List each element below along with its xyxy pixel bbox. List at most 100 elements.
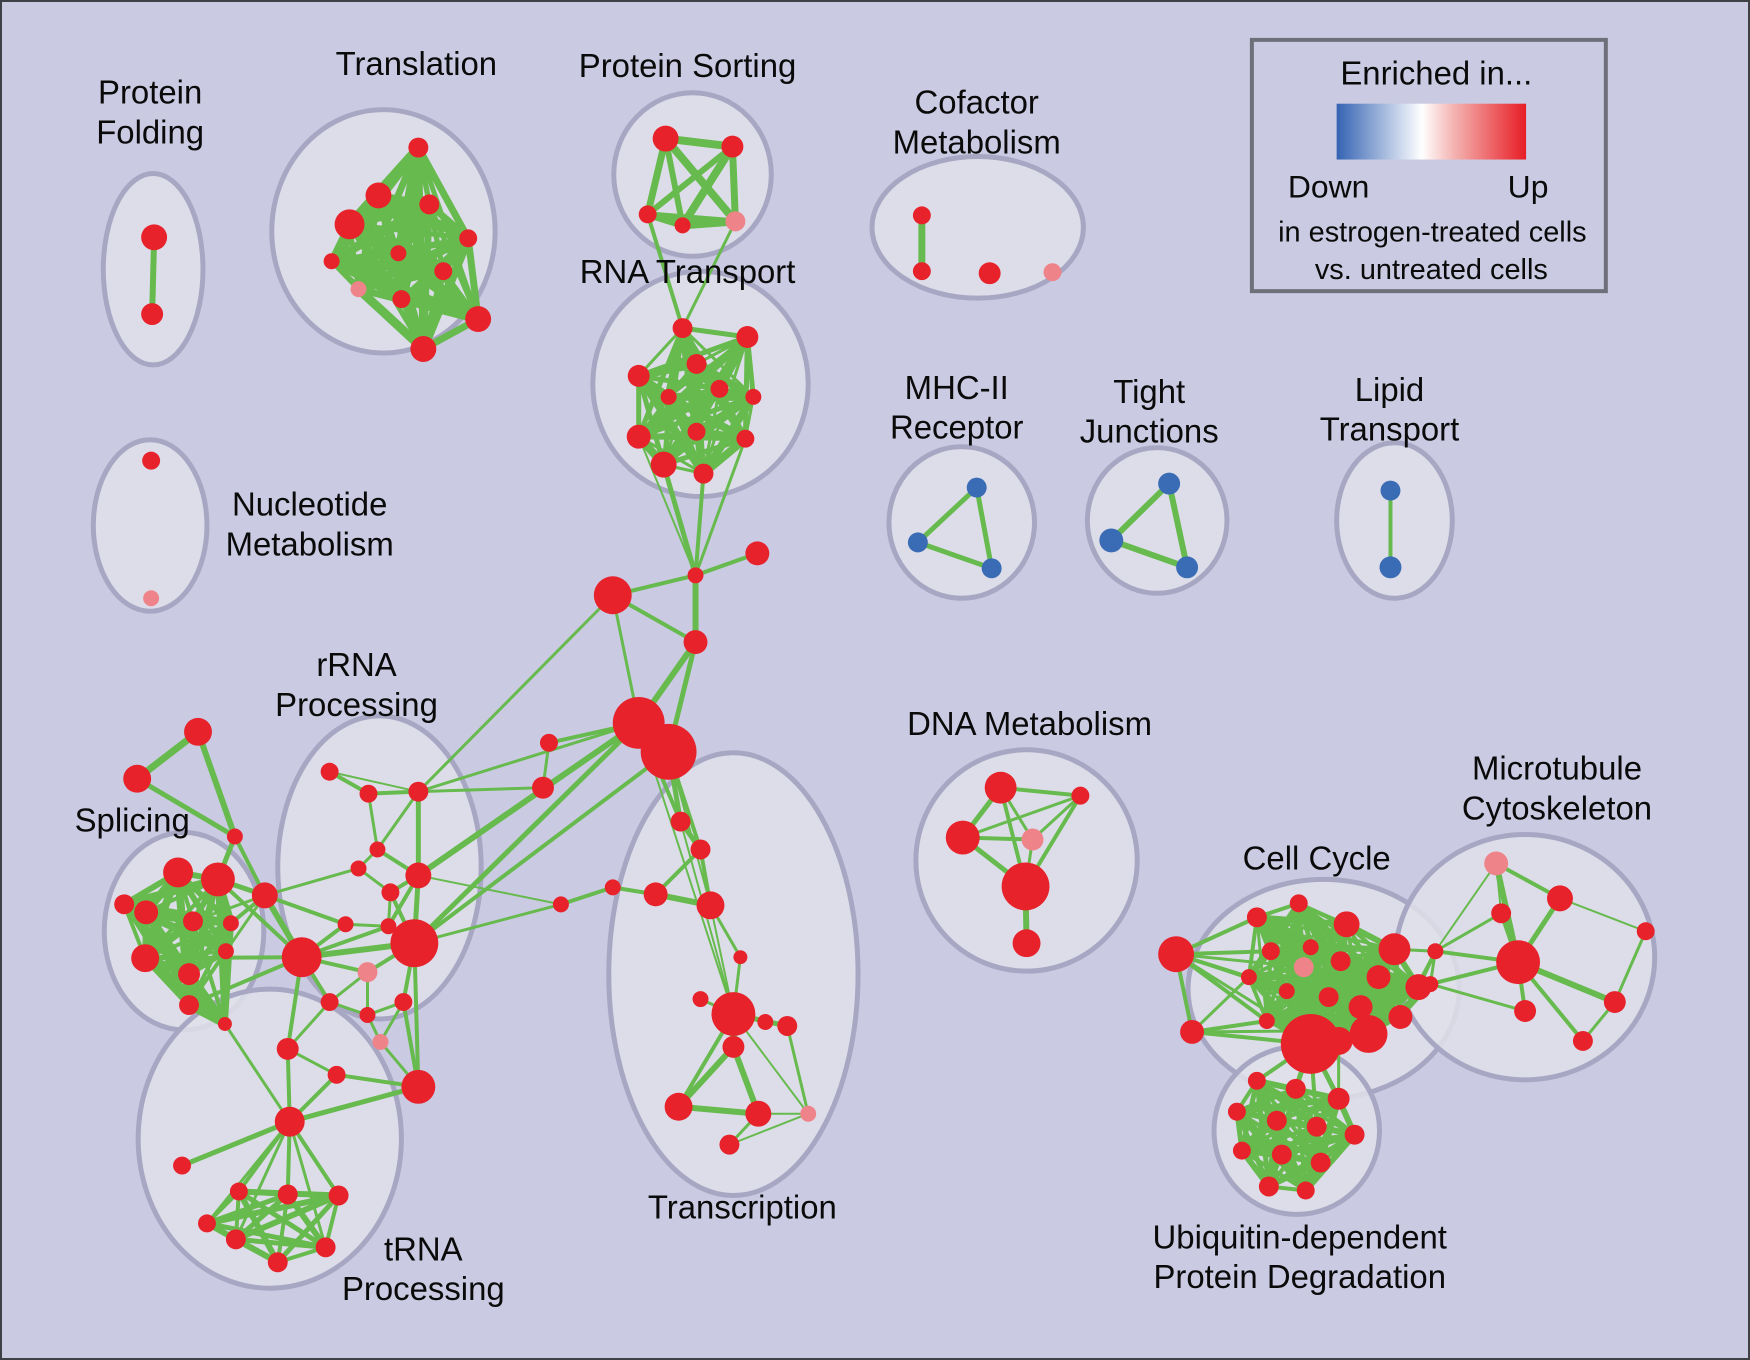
node-ps3: [674, 217, 691, 234]
node-r7: [251, 882, 278, 909]
edge: [1109, 481, 1172, 543]
node-c3: [683, 630, 708, 655]
node-mt7: [1636, 922, 1655, 941]
cluster-label-nucleotide-metabolism: Metabolism: [226, 525, 394, 562]
edge: [916, 485, 979, 545]
node-t1: [365, 182, 392, 209]
edge: [742, 336, 750, 439]
node-t10: [410, 336, 437, 362]
edge: [637, 436, 697, 576]
node-c2: [745, 541, 770, 566]
node-r2: [408, 781, 429, 802]
edge: [412, 721, 641, 946]
edge: [1175, 952, 1304, 969]
edge: [1110, 537, 1189, 571]
node-cc5: [1302, 939, 1319, 956]
node-x8: [777, 1016, 798, 1036]
node-t9: [465, 306, 492, 333]
edge: [416, 720, 641, 878]
node-r11: [390, 919, 439, 968]
node-r8: [337, 916, 354, 933]
node-tn2: [229, 1182, 248, 1201]
node-mh0: [966, 477, 987, 498]
node-cc3: [1378, 933, 1411, 966]
node-cc7: [1366, 965, 1391, 990]
node-tn3: [277, 1184, 298, 1205]
cluster-label-lipid-transport: Lipid: [1355, 371, 1425, 408]
edge: [195, 730, 238, 838]
node-r13: [320, 993, 339, 1012]
edge: [1281, 1131, 1356, 1158]
edge: [694, 360, 756, 401]
node-cm2: [978, 262, 1001, 285]
node-ccl: [1158, 936, 1195, 973]
edge: [729, 1112, 809, 1146]
node-mh1: [907, 532, 928, 553]
cluster-label-protein-sorting: Protein Sorting: [579, 47, 797, 84]
node-cc2: [1333, 911, 1360, 938]
edge: [679, 144, 736, 228]
node-lp0: [1380, 480, 1401, 501]
edge: [1191, 1019, 1268, 1034]
node-r0: [320, 762, 339, 781]
edge: [661, 463, 698, 576]
node-mt6: [1572, 1030, 1593, 1051]
edge: [1166, 482, 1191, 568]
node-mj0: [1427, 943, 1444, 960]
node-d2: [945, 820, 980, 855]
node-c5: [640, 723, 697, 780]
node-s6: [178, 963, 200, 986]
cluster-ellipse-lipid-transport: [1334, 440, 1455, 601]
node-tn4: [328, 1185, 349, 1206]
cluster-label-protein-folding: Protein: [98, 74, 202, 111]
node-t5: [390, 245, 407, 262]
node-d5: [1012, 929, 1041, 958]
node-nm0: [142, 451, 161, 470]
edge: [645, 213, 685, 329]
node-u2: [1327, 1087, 1350, 1110]
node-mt4: [1603, 991, 1626, 1014]
node-x9: [711, 992, 756, 1036]
node-r3: [369, 841, 386, 858]
node-r4: [350, 860, 367, 877]
edge: [464, 237, 482, 320]
node-nm1: [143, 590, 160, 607]
node-tj1: [1099, 528, 1124, 553]
node-s1: [200, 862, 235, 897]
node-s2: [134, 900, 159, 925]
node-rt7: [626, 424, 651, 449]
node-x0: [670, 811, 691, 832]
cluster-label-cofactor-metabolism: Cofactor: [915, 84, 1039, 121]
cluster-label-lipid-transport: Transport: [1320, 411, 1460, 448]
edge: [289, 1084, 419, 1125]
cluster-label-microtubule-cytoskeleton: Cytoskeleton: [1462, 790, 1652, 827]
node-mh2: [981, 558, 1002, 579]
node-t7: [350, 281, 367, 298]
cluster-label-rna-transport: RNA Transport: [580, 253, 796, 290]
node-u3: [1227, 1102, 1246, 1121]
node-mt0: [1484, 851, 1509, 876]
edge: [417, 721, 640, 794]
node-c1: [593, 576, 632, 615]
edge: [693, 473, 706, 576]
node-mt1: [1547, 885, 1573, 912]
edge: [376, 790, 420, 851]
node-s9: [217, 1017, 232, 1031]
edge: [418, 786, 544, 794]
node-x13: [800, 1105, 817, 1122]
edge: [560, 885, 614, 907]
legend-subtitle-line1: in estrogen-treated cells: [1278, 216, 1587, 248]
node-u1: [1285, 1078, 1306, 1099]
node-rt11: [693, 463, 714, 484]
edge: [662, 138, 686, 226]
cluster-label-cell-cycle: Cell Cycle: [1243, 839, 1391, 876]
node-s10: [114, 894, 135, 915]
node-t4: [459, 229, 478, 248]
node-s4: [222, 915, 239, 932]
edge: [186, 921, 234, 977]
edge: [331, 256, 444, 276]
node-lp1: [1379, 556, 1402, 579]
cluster-ellipse-transcription: [606, 750, 861, 1198]
edge: [1175, 952, 1288, 993]
